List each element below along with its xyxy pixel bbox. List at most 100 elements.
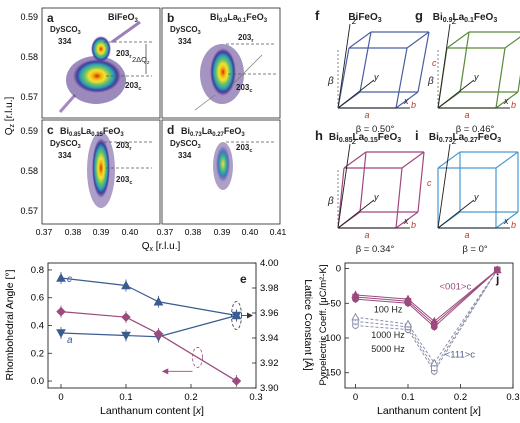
panel-a-delta: 2ΔQz: [132, 55, 150, 66]
j-data-point: [403, 294, 413, 303]
e-ellipse-left: [192, 347, 203, 368]
e-ytick-label: 0.6: [31, 293, 44, 304]
cell-a-label: a: [464, 230, 469, 240]
j-label-1000hz: 1000 Hz: [371, 330, 405, 340]
e-arrowhead-right: [247, 312, 253, 319]
rsm-xtick: 0.38: [185, 227, 202, 237]
rsm-xtick: 0.39: [93, 227, 110, 237]
panel-a-203c: 203c: [125, 81, 141, 92]
panel-b-peak-label: 334: [178, 37, 192, 46]
cell-z-axis: [337, 23, 351, 109]
cell-edge-b: [495, 91, 519, 109]
e-ytick-label: 0.0: [31, 376, 44, 387]
j-ytick-label: -50: [327, 298, 341, 309]
e-data-point: [121, 280, 131, 290]
panel-b-203r: 203r: [238, 33, 254, 44]
cell-edge: [395, 167, 403, 229]
panel-c-peak: [92, 138, 110, 198]
rsm-xtick: 0.38: [65, 227, 82, 237]
e-data-point: [121, 331, 131, 341]
cell-a-label: a: [364, 110, 369, 120]
cell-edge-b: [395, 211, 419, 229]
chart-e: e Lanthanum content [x] Rhombohedral Ang…: [4, 258, 315, 417]
panel-d-peak: [216, 146, 230, 182]
panel-b-203c: 203c: [236, 83, 252, 94]
cell-beta-value: β = 0.34°: [356, 244, 395, 255]
cell-edge: [401, 151, 425, 169]
panel-b-streak: [231, 54, 263, 86]
e-annotation-a: a: [67, 335, 73, 346]
cell-letter: h: [315, 128, 323, 143]
j-xtick-label: 0.2: [454, 392, 467, 403]
cell-x-label: x: [503, 216, 509, 226]
cell-edge-c: [417, 151, 425, 213]
rsm-y-ticks-top: 0.59 0.58 0.57: [20, 12, 38, 102]
e-arrowhead-left: [161, 368, 169, 375]
j-series-line: [355, 269, 498, 364]
cell-z-axis: [337, 143, 351, 229]
e-y2tick-label: 3.90: [260, 383, 279, 394]
cell-edge: [359, 31, 372, 93]
j-xtick-label: 0.3: [506, 392, 519, 403]
cell-title: Bi0.85La0.15FeO3: [329, 132, 401, 144]
panel-a-streak: [111, 20, 141, 44]
e-series-line: [60, 314, 237, 338]
j-label-5000hz: 5000 Hz: [371, 344, 405, 354]
panel-c-203c: 203c: [116, 175, 132, 186]
chart-e-y2label: Lattice Constant [Å]: [302, 279, 315, 371]
cell-y-label: y: [373, 72, 379, 82]
j-data-point: [403, 319, 413, 328]
cell-z-axis: [437, 23, 451, 109]
rsm-xtick: 0.37: [157, 227, 174, 237]
cell-x-label: x: [403, 216, 409, 226]
j-data-point: [351, 312, 360, 321]
panel-c-substrate: DySCO3: [50, 139, 81, 150]
cell-z-label: z: [351, 136, 357, 146]
panel-b-letter: b: [167, 11, 174, 25]
chart-e-frame: [47, 262, 257, 389]
e-ytick-label: 0.2: [31, 348, 44, 359]
e-y2tick-label: 3.96: [260, 308, 279, 319]
rsm-ytick: 0.57: [20, 92, 38, 102]
j-data-point: [430, 358, 439, 367]
panel-c-203r: 203r: [116, 141, 132, 152]
j-label-001: <001>c: [440, 281, 472, 292]
cell-beta-symbol: β: [327, 196, 334, 207]
j-data-point: [493, 265, 502, 274]
e-y2tick-label: 3.94: [260, 333, 279, 344]
rsm-xtick: 0.39: [214, 227, 231, 237]
j-ytick-label: -100: [322, 333, 341, 344]
rsm-xtick: 0.37: [36, 227, 53, 237]
panel-d-203c: 203c: [236, 143, 252, 154]
cell-beta-symbol: β: [427, 76, 434, 87]
rsm-ylabel: Qz [r.l.u.]: [4, 97, 16, 136]
rsm-xtick: 0.41: [270, 227, 287, 237]
cell-a-label: a: [364, 230, 369, 240]
cell-z-label: z: [451, 136, 457, 146]
e-data-point: [153, 329, 164, 339]
cell-z-label: z: [451, 16, 457, 26]
e-y2tick-label: 4.00: [260, 258, 279, 269]
chart-e-letter: e: [240, 272, 247, 286]
cell-y-label: y: [373, 192, 379, 202]
e-ytick-label: 0.8: [31, 265, 44, 276]
rsm-ytick: 0.57: [20, 206, 38, 216]
cell-edge: [406, 31, 430, 49]
chart-e-xlabel: Lanthanum content [x]: [100, 405, 204, 417]
e-data-point: [231, 311, 242, 321]
e-data-point: [231, 376, 242, 386]
panel-a-letter: a: [47, 11, 54, 25]
e-xtick-label: 0.1: [119, 392, 132, 403]
e-data-point: [153, 296, 164, 306]
chart-j-xlabel: Lanthanum content [x]: [377, 405, 481, 417]
cell-edge-c: [417, 31, 430, 93]
cell-edge: [359, 151, 367, 213]
cell-letter: g: [415, 8, 423, 23]
cell-c-label: c: [427, 178, 432, 188]
cell-letter: f: [315, 8, 320, 23]
cell-edge: [495, 47, 506, 109]
cell-b-label: b: [511, 100, 516, 110]
cell-z-label: z: [351, 16, 357, 26]
panel-b-streak2: [194, 94, 216, 111]
